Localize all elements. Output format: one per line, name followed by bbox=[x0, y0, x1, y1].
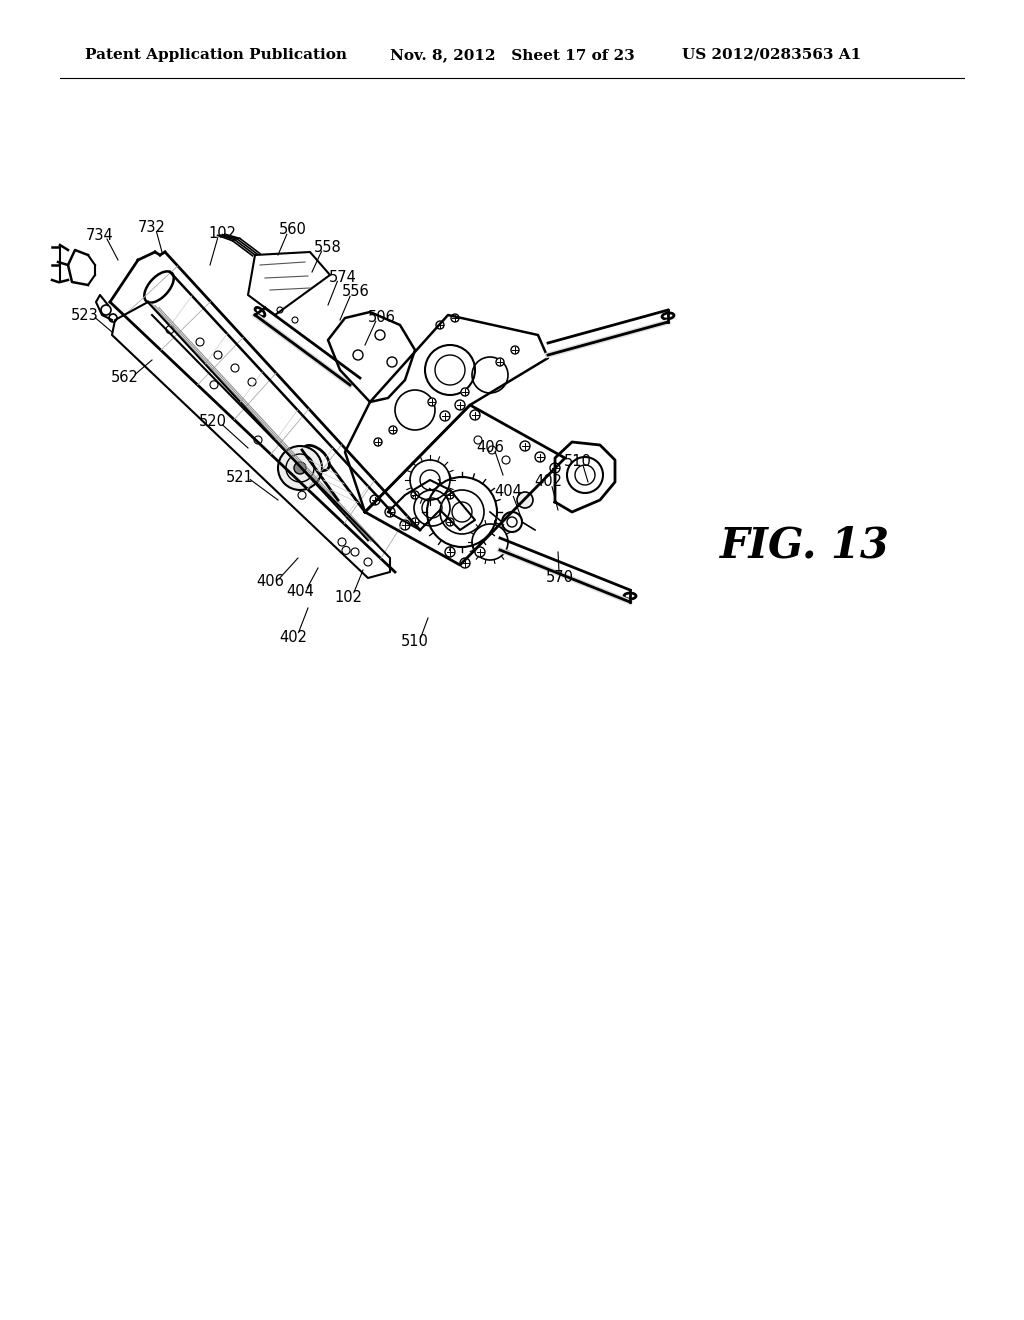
Text: 556: 556 bbox=[342, 285, 370, 300]
Text: 570: 570 bbox=[546, 569, 574, 585]
Circle shape bbox=[389, 426, 397, 434]
Circle shape bbox=[411, 517, 419, 525]
Circle shape bbox=[342, 546, 350, 554]
Circle shape bbox=[166, 326, 174, 334]
Text: 406: 406 bbox=[256, 574, 284, 590]
Circle shape bbox=[196, 338, 204, 346]
Circle shape bbox=[278, 446, 322, 490]
Circle shape bbox=[248, 378, 256, 385]
Circle shape bbox=[278, 308, 283, 313]
Circle shape bbox=[338, 539, 346, 546]
Circle shape bbox=[511, 346, 519, 354]
Circle shape bbox=[214, 351, 222, 359]
Circle shape bbox=[374, 438, 382, 446]
Circle shape bbox=[446, 491, 454, 499]
Circle shape bbox=[535, 451, 545, 462]
Circle shape bbox=[461, 388, 469, 396]
Circle shape bbox=[231, 364, 239, 372]
Circle shape bbox=[411, 491, 419, 499]
Text: 520: 520 bbox=[199, 414, 227, 429]
Circle shape bbox=[385, 507, 395, 517]
Circle shape bbox=[375, 330, 385, 341]
Text: 510: 510 bbox=[401, 635, 429, 649]
Circle shape bbox=[400, 520, 410, 531]
Circle shape bbox=[294, 462, 306, 474]
Text: 402: 402 bbox=[279, 630, 307, 644]
Text: 562: 562 bbox=[111, 370, 139, 384]
Circle shape bbox=[520, 441, 530, 451]
Circle shape bbox=[451, 314, 459, 322]
Circle shape bbox=[436, 321, 444, 329]
Circle shape bbox=[475, 546, 485, 557]
Circle shape bbox=[351, 548, 359, 556]
Circle shape bbox=[550, 463, 560, 473]
Circle shape bbox=[440, 411, 450, 421]
Circle shape bbox=[364, 558, 372, 566]
Text: Nov. 8, 2012   Sheet 17 of 23: Nov. 8, 2012 Sheet 17 of 23 bbox=[390, 48, 635, 62]
Circle shape bbox=[370, 495, 380, 506]
Circle shape bbox=[254, 436, 262, 444]
Text: 523: 523 bbox=[71, 308, 99, 322]
Text: 404: 404 bbox=[494, 484, 522, 499]
Circle shape bbox=[353, 350, 362, 360]
Circle shape bbox=[298, 491, 306, 499]
Text: 574: 574 bbox=[329, 269, 357, 285]
Text: 560: 560 bbox=[280, 223, 307, 238]
Text: 510: 510 bbox=[564, 454, 592, 470]
Circle shape bbox=[292, 317, 298, 323]
Circle shape bbox=[470, 411, 480, 420]
Text: Patent Application Publication: Patent Application Publication bbox=[85, 48, 347, 62]
Circle shape bbox=[474, 436, 482, 444]
Text: US 2012/0283563 A1: US 2012/0283563 A1 bbox=[682, 48, 861, 62]
Circle shape bbox=[428, 399, 436, 407]
Text: 404: 404 bbox=[286, 585, 314, 599]
Circle shape bbox=[446, 517, 454, 525]
Circle shape bbox=[488, 446, 496, 454]
Text: 521: 521 bbox=[226, 470, 254, 484]
Text: 102: 102 bbox=[334, 590, 362, 605]
Text: 734: 734 bbox=[86, 227, 114, 243]
Text: 558: 558 bbox=[314, 239, 342, 255]
Text: 506: 506 bbox=[368, 309, 396, 325]
Circle shape bbox=[496, 358, 504, 366]
Circle shape bbox=[455, 400, 465, 411]
Circle shape bbox=[502, 455, 510, 465]
Text: 406: 406 bbox=[476, 440, 504, 454]
Text: 732: 732 bbox=[138, 219, 166, 235]
Text: 102: 102 bbox=[208, 226, 236, 240]
Text: FIG. 13: FIG. 13 bbox=[720, 524, 890, 566]
Circle shape bbox=[460, 558, 470, 568]
Circle shape bbox=[210, 380, 218, 389]
Circle shape bbox=[445, 546, 455, 557]
Circle shape bbox=[517, 492, 534, 508]
Circle shape bbox=[387, 356, 397, 367]
Text: 402: 402 bbox=[534, 474, 562, 490]
